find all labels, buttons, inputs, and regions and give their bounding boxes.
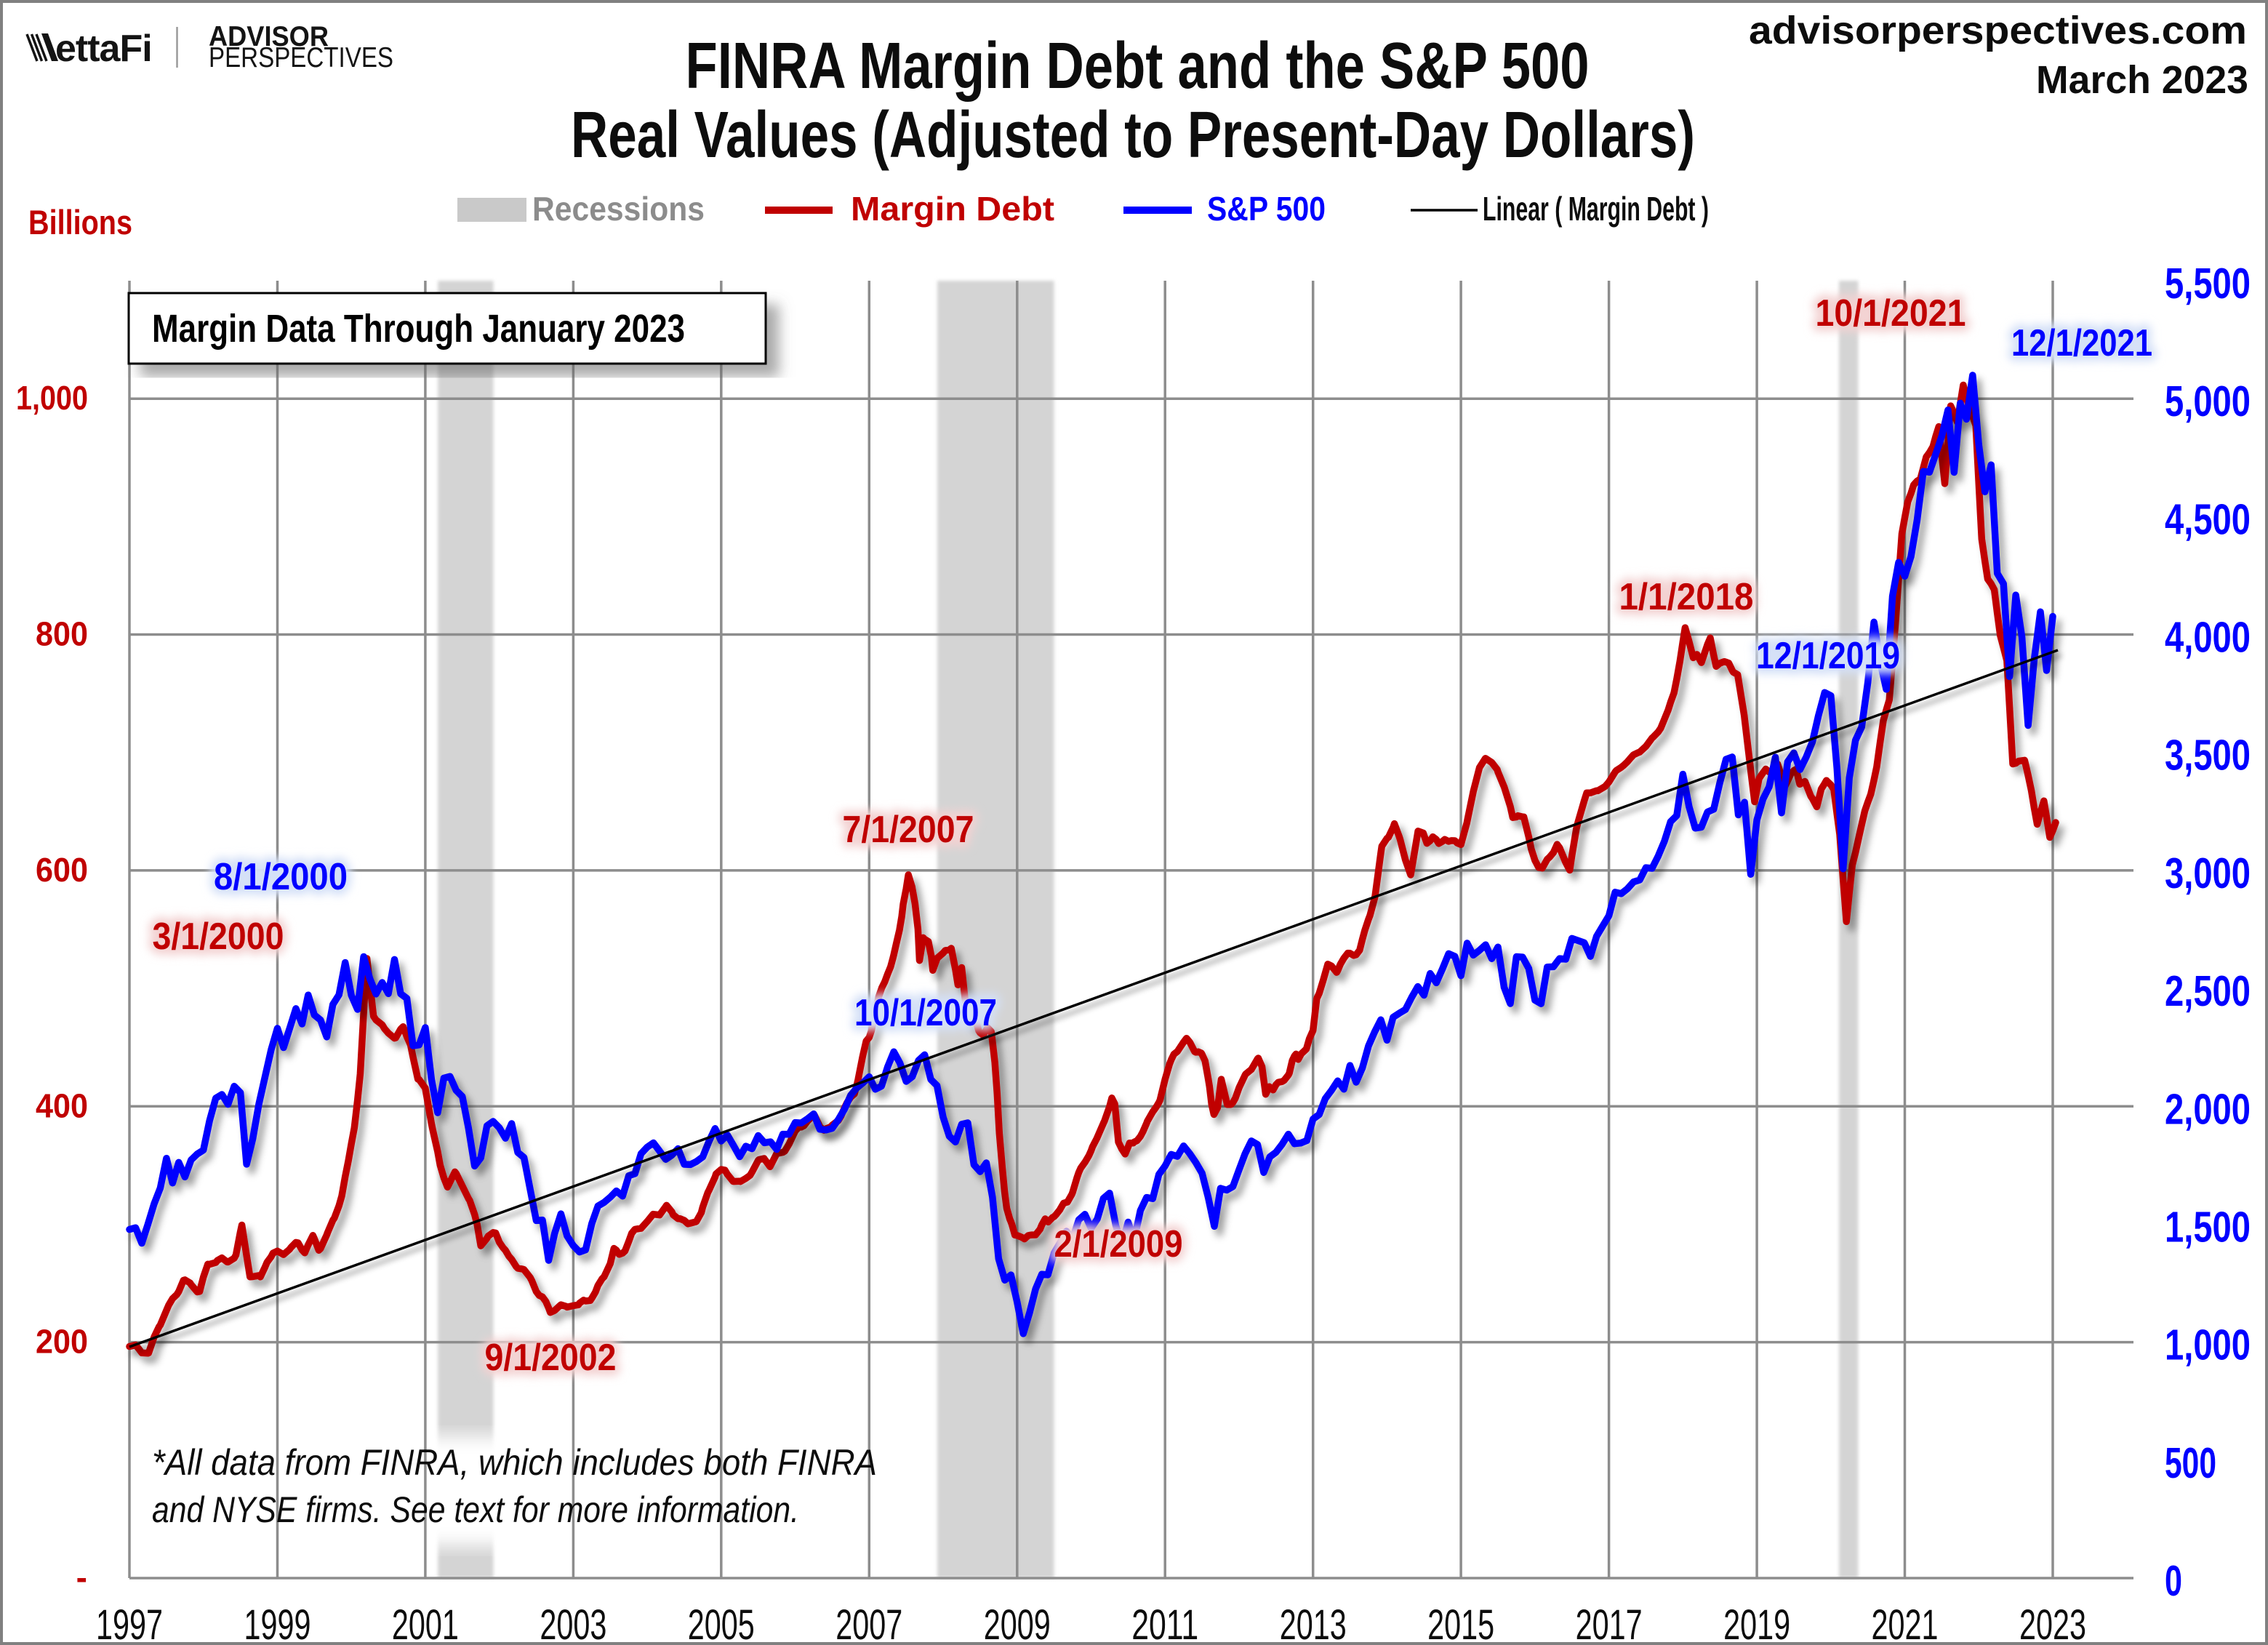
svg-text:2,500: 2,500 [2165, 967, 2251, 1015]
svg-text:ADVISOR: ADVISOR [209, 21, 329, 52]
svg-text:4,000: 4,000 [2165, 614, 2251, 662]
svg-text:2007: 2007 [836, 1601, 902, 1645]
svg-text:1,000: 1,000 [2165, 1321, 2251, 1369]
svg-text:400: 400 [36, 1086, 88, 1124]
svg-text:1997: 1997 [96, 1601, 163, 1645]
svg-text:600: 600 [36, 851, 88, 889]
svg-text:Margin Data Through January 20: Margin Data Through January 2023 [152, 307, 685, 351]
svg-text:1999: 1999 [244, 1601, 311, 1645]
svg-text:10/1/2021: 10/1/2021 [1816, 292, 1966, 335]
svg-text:Linear ( Margin Debt ): Linear ( Margin Debt ) [1483, 190, 1709, 228]
svg-text:March 2023: March 2023 [2036, 58, 2248, 102]
svg-text:10/1/2007: 10/1/2007 [854, 992, 997, 1034]
svg-text:800: 800 [36, 615, 88, 653]
svg-text:2017: 2017 [1576, 1601, 1643, 1645]
svg-text:4,500: 4,500 [2165, 495, 2251, 543]
svg-text:and NYSE firms. See text for m: and NYSE firms. See text for more inform… [152, 1489, 799, 1530]
svg-text:9/1/2002: 9/1/2002 [485, 1337, 617, 1379]
svg-text:Recessions: Recessions [532, 190, 705, 228]
svg-text:FINRA Margin Debt and the S&P: FINRA Margin Debt and the S&P 500 [686, 30, 1590, 103]
svg-text:7/1/2007: 7/1/2007 [843, 809, 974, 851]
svg-text:Real Values (Adjusted to Prese: Real Values (Adjusted to Present-Day Dol… [571, 99, 1695, 172]
svg-text:9/1/2002: 9/1/2002 [485, 1337, 617, 1379]
svg-text:ettaFi: ettaFi [55, 28, 152, 70]
svg-text:5,500: 5,500 [2165, 260, 2251, 308]
svg-text:2019: 2019 [1723, 1601, 1790, 1645]
svg-text:1,500: 1,500 [2165, 1204, 2251, 1252]
svg-text:10/1/2007: 10/1/2007 [854, 992, 997, 1034]
svg-text:12/1/2021: 12/1/2021 [2011, 322, 2152, 364]
svg-text:Margin Debt: Margin Debt [851, 190, 1054, 228]
svg-text:S&P 500: S&P 500 [1207, 190, 1326, 228]
svg-text:10/1/2021: 10/1/2021 [1816, 292, 1966, 335]
svg-text:2021: 2021 [1872, 1601, 1939, 1645]
svg-text:2009: 2009 [984, 1601, 1051, 1645]
svg-text:1/1/2018: 1/1/2018 [1619, 576, 1754, 618]
svg-text:12/1/2021: 12/1/2021 [2011, 322, 2152, 364]
svg-text:8/1/2000: 8/1/2000 [214, 856, 348, 898]
svg-text:1,000: 1,000 [16, 379, 88, 417]
svg-text:12/1/2019: 12/1/2019 [1756, 635, 1900, 677]
svg-text:2013: 2013 [1280, 1601, 1347, 1645]
svg-text:2,000: 2,000 [2165, 1085, 2251, 1133]
svg-text:3/1/2000: 3/1/2000 [153, 916, 284, 958]
svg-text:2005: 2005 [688, 1601, 755, 1645]
svg-text:2003: 2003 [540, 1601, 606, 1645]
svg-text:2/1/2009: 2/1/2009 [1054, 1223, 1183, 1265]
svg-text:advisorperspectives.com: advisorperspectives.com [1749, 9, 2247, 52]
svg-text:3,000: 3,000 [2165, 849, 2251, 897]
svg-text:2001: 2001 [392, 1601, 459, 1645]
svg-text:2015: 2015 [1427, 1601, 1494, 1645]
svg-text:-: - [76, 1558, 87, 1596]
svg-text:0: 0 [2165, 1557, 2182, 1605]
svg-text:200: 200 [36, 1323, 88, 1361]
svg-text:*All data from FINRA, which in: *All data from FINRA, which includes bot… [152, 1442, 877, 1483]
svg-text:3/1/2000: 3/1/2000 [153, 916, 284, 958]
svg-text:8/1/2000: 8/1/2000 [214, 856, 348, 898]
svg-text:500: 500 [2165, 1439, 2216, 1487]
svg-text:2/1/2009: 2/1/2009 [1054, 1223, 1183, 1265]
svg-text:2011: 2011 [1131, 1601, 1198, 1645]
svg-text:2023: 2023 [2019, 1601, 2086, 1645]
svg-text:Billions: Billions [28, 203, 132, 241]
svg-text:3,500: 3,500 [2165, 732, 2251, 780]
svg-text:1/1/2018: 1/1/2018 [1619, 576, 1754, 618]
svg-text:7/1/2007: 7/1/2007 [843, 809, 974, 851]
svg-text:5,000: 5,000 [2165, 377, 2251, 425]
svg-text:12/1/2019: 12/1/2019 [1756, 635, 1900, 677]
svg-text:PERSPECTIVES: PERSPECTIVES [209, 42, 393, 73]
